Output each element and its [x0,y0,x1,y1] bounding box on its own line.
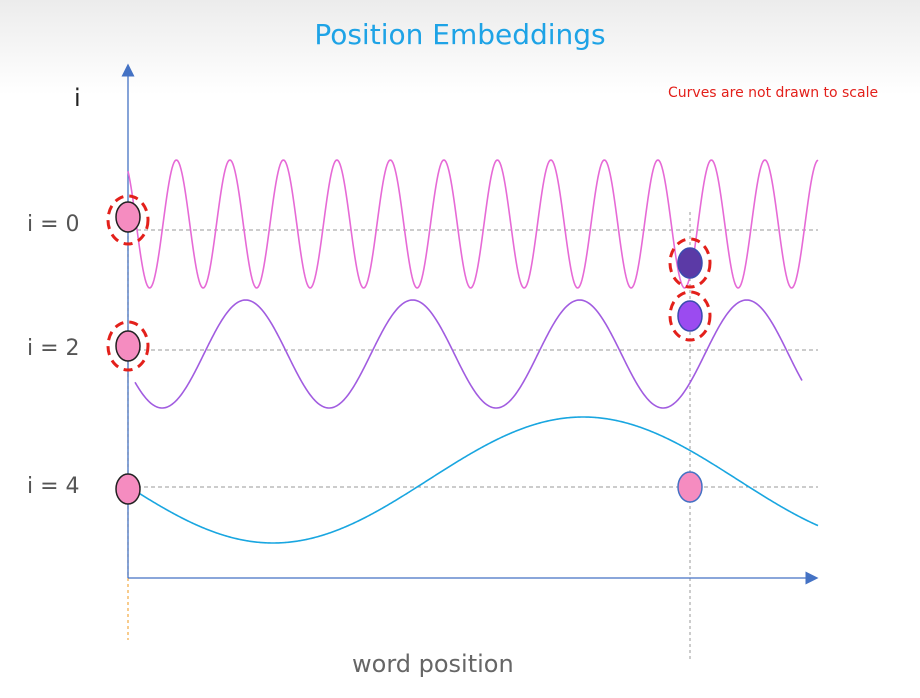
curve-i2 [134,299,803,409]
x-axis-label: word position [352,650,514,678]
curve-i0 [127,159,819,289]
marker-pos-i4 [677,471,703,503]
diagram-title: Position Embeddings [314,18,606,51]
marker-origin-i0 [115,201,141,233]
highlight-ring-pos-i0 [668,237,712,289]
marker-pos-i2 [677,300,703,332]
curve-i4 [127,416,819,544]
row-label-i0: i = 0 [27,212,80,237]
marker-origin-i2 [115,330,141,362]
highlight-ring-origin-i0 [106,194,150,246]
y-axis-label: i [74,84,81,112]
scale-note: Curves are not drawn to scale [668,85,879,101]
highlight-ring-origin-i2 [106,320,150,372]
marker-pos-i0 [677,247,703,279]
row-label-i4: i = 4 [27,474,80,499]
highlight-ring-pos-i2 [668,290,712,342]
row-label-i2: i = 2 [27,336,80,361]
marker-origin-i4 [115,473,141,505]
